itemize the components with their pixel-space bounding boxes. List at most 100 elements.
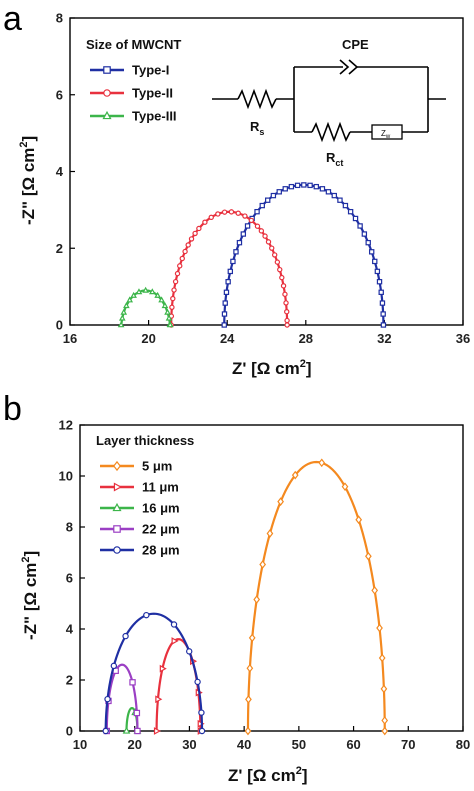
legend-swatch-marker <box>103 89 111 97</box>
data-point <box>284 322 290 328</box>
panel-a-legend-title: Size of MWCNT <box>86 37 181 52</box>
rct-label-sub: ct <box>335 158 343 168</box>
data-point <box>202 219 208 225</box>
data-point <box>277 266 283 273</box>
data-point <box>221 322 227 328</box>
legend-swatch-marker <box>113 525 121 533</box>
y-tick-label: 8 <box>56 11 63 26</box>
cpe-element-a <box>339 59 350 75</box>
legend-item: 11 μm <box>100 480 179 495</box>
data-point <box>208 214 214 221</box>
x-tick-label: 32 <box>377 331 391 346</box>
data-point <box>158 296 165 303</box>
legend-label: 11 μm <box>142 480 179 495</box>
y-tick-label: 4 <box>66 622 74 637</box>
legend-item: Type-III <box>90 109 177 124</box>
x-tick-label: 20 <box>141 331 155 346</box>
data-point <box>230 258 236 265</box>
data-point <box>381 726 389 736</box>
data-point <box>221 311 228 317</box>
series-5-μm <box>244 458 389 736</box>
series-11-μm <box>153 637 205 735</box>
data-point <box>254 208 260 215</box>
legend-swatch-marker <box>102 110 112 120</box>
data-point <box>244 726 252 736</box>
data-point <box>222 300 228 306</box>
x-tick-label: 30 <box>182 737 196 752</box>
data-point <box>357 223 363 229</box>
panel-b-y-axis-label: -Z" [Ω cm2] <box>20 551 40 640</box>
panel-a-ylabel-sup: 2 <box>18 141 30 147</box>
data-point <box>129 679 136 686</box>
panel-b-xlabel-sup: 2 <box>296 765 302 777</box>
data-point <box>170 295 176 302</box>
data-point <box>276 189 282 195</box>
rs-label: Rs <box>250 119 264 137</box>
y-tick-label: 2 <box>66 673 73 688</box>
data-point <box>155 695 163 704</box>
data-point <box>380 684 388 694</box>
legend-item: 5 μm <box>100 459 172 474</box>
series-28-μm <box>102 611 206 735</box>
data-point <box>380 322 387 328</box>
data-point <box>301 182 307 188</box>
x-tick-label: 16 <box>63 331 77 346</box>
series-line <box>155 638 202 732</box>
data-point <box>198 709 205 716</box>
data-point <box>174 270 181 277</box>
data-point <box>262 233 268 239</box>
data-point <box>378 289 384 296</box>
legend-swatch-marker <box>103 66 111 74</box>
data-point <box>185 242 191 248</box>
y-tick-label: 0 <box>56 318 63 333</box>
panel-b-letter: b <box>3 390 22 428</box>
series-line <box>223 183 385 326</box>
panel-b-series <box>102 458 389 736</box>
data-point <box>198 727 206 735</box>
data-point <box>380 311 386 317</box>
panel-a-y-axis-label: -Z" [Ω cm2] <box>18 136 38 225</box>
legend-swatch-marker <box>113 482 123 492</box>
data-point <box>246 663 254 673</box>
data-point <box>325 189 332 195</box>
y-tick-label: 8 <box>66 520 73 535</box>
data-point <box>379 300 386 306</box>
data-point <box>341 482 349 492</box>
legend-label: 5 μm <box>142 459 172 474</box>
legend-label: Type-III <box>132 109 177 124</box>
panel-b-plot-frame <box>79 424 464 732</box>
data-point <box>254 223 261 229</box>
x-tick-label: 36 <box>456 331 470 346</box>
legend-swatch-marker <box>112 502 122 512</box>
data-point <box>227 268 234 275</box>
cpe-label: CPE <box>342 37 369 52</box>
data-point <box>192 230 198 237</box>
rct-resistor <box>311 121 351 143</box>
data-point <box>259 560 267 569</box>
data-point <box>236 239 243 246</box>
data-point <box>248 633 256 643</box>
data-point <box>277 497 284 506</box>
legend-swatch-marker <box>113 546 121 554</box>
y-tick-label: 4 <box>56 164 64 179</box>
data-point <box>170 621 178 628</box>
data-point <box>126 296 134 303</box>
data-point <box>133 709 141 717</box>
data-point <box>148 288 156 295</box>
x-tick-label: 28 <box>299 331 313 346</box>
data-point <box>240 231 247 237</box>
data-point <box>233 249 239 255</box>
data-point <box>372 258 378 265</box>
data-point <box>235 210 241 216</box>
data-point <box>166 321 174 328</box>
cpe-element-b <box>348 59 359 75</box>
data-point <box>266 529 274 538</box>
data-point <box>223 289 230 296</box>
panel-b-ylabel-end: ] <box>21 551 40 557</box>
legend-label: 16 μm <box>142 501 180 516</box>
data-point <box>279 274 285 281</box>
data-point <box>291 470 299 480</box>
data-point <box>122 726 131 734</box>
data-point <box>228 209 235 215</box>
